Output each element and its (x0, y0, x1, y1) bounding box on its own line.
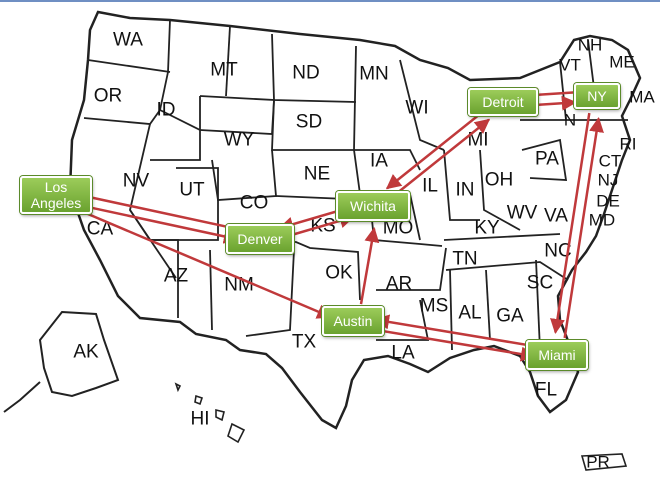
state-label-or: OR (94, 86, 123, 107)
alaska-outline (3, 310, 120, 413)
city-box-denver: Denver (226, 224, 294, 254)
state-label-co: CO (240, 193, 269, 214)
city-box-miami: Miami (526, 340, 588, 370)
state-label-hi: HI (191, 409, 210, 430)
state-label-ca: CA (87, 219, 114, 240)
route-arrow-los-angeles-to-austin (70, 205, 333, 319)
top-rule (0, 0, 660, 2)
state-label-mn: MN (359, 64, 389, 85)
state-label-mi: MI (467, 130, 488, 151)
state-label-nd: ND (292, 63, 319, 84)
route-arrow-los-angeles-to-denver (72, 202, 239, 244)
state-label-id: ID (157, 100, 176, 121)
state-label-md: MD (589, 211, 615, 230)
state-label-ut: UT (179, 180, 205, 201)
route-arrow-wichita-to-detroit (389, 118, 491, 200)
state-label-wi: WI (405, 98, 428, 119)
state-label-nh: NH (578, 36, 603, 55)
city-label-wichita: Wichita (350, 198, 396, 214)
state-label-sc: SC (527, 273, 553, 294)
state-label-fl: FL (535, 380, 557, 401)
route-arrow-austin-to-miami (369, 327, 536, 362)
route-arrow-ny-to-miami (550, 112, 591, 334)
state-label-in: IN (456, 180, 475, 201)
state-label-pr: PR (586, 453, 610, 472)
city-box-los-angeles: Los Angeles (20, 176, 92, 214)
state-label-nc: NC (544, 241, 571, 262)
state-label-ky: KY (474, 218, 500, 239)
state-label-ok: OK (325, 263, 353, 284)
state-label-ga: GA (496, 306, 524, 327)
state-label-wa: WA (113, 30, 143, 51)
city-box-austin: Austin (322, 306, 384, 336)
city-label-ny: NY (587, 88, 607, 104)
state-label-nj: NJ (598, 171, 619, 190)
state-label-pa: PA (535, 149, 559, 170)
state-label-oh: OH (485, 170, 514, 191)
city-label-denver: Denver (237, 231, 283, 247)
route-arrow-denver-to-los-angeles (77, 190, 244, 232)
route-arrow-miami-to-austin (374, 314, 541, 349)
state-label-ri: RI (620, 135, 637, 154)
state-label-wy: WY (224, 130, 255, 151)
state-label-ny: N (564, 111, 576, 130)
route-arrow-miami-to-ny (563, 117, 604, 339)
state-label-al: AL (458, 303, 481, 324)
state-label-tx: TX (292, 332, 317, 353)
city-label-los-angeles: Los Angeles (30, 179, 82, 211)
state-label-mo: MO (383, 218, 414, 239)
state-label-mt: MT (210, 60, 238, 81)
state-label-vt: VT (559, 56, 581, 75)
state-label-ak: AK (73, 342, 99, 363)
hawaii-islands (174, 382, 246, 444)
city-label-austin: Austin (333, 313, 373, 329)
state-labels: WA OR CA NV ID MT WY UT AZ CO NM ND SD N… (73, 30, 655, 472)
state-label-nv: NV (123, 171, 150, 192)
state-label-wv: WV (507, 203, 538, 224)
state-label-ia: IA (370, 151, 388, 172)
puerto-rico-outline (580, 453, 628, 471)
state-label-il: IL (422, 176, 438, 197)
state-label-ct: CT (599, 152, 622, 171)
route-arrow-detroit-to-wichita (385, 108, 487, 190)
state-label-tn: TN (452, 249, 477, 270)
state-label-de: DE (596, 192, 620, 211)
state-label-sd: SD (296, 112, 322, 133)
city-box-wichita: Wichita (336, 191, 410, 221)
state-label-az: AZ (164, 266, 189, 287)
state-label-ne: NE (304, 164, 330, 185)
city-label-detroit: Detroit (482, 94, 524, 110)
state-label-me: ME (609, 53, 635, 72)
city-box-ny: NY (574, 83, 620, 109)
state-label-nm: NM (224, 275, 254, 296)
route-arrow-austin-to-wichita (359, 227, 380, 305)
city-box-detroit: Detroit (468, 88, 538, 116)
state-label-ar: AR (386, 274, 412, 295)
city-label-miami: Miami (538, 347, 576, 363)
state-label-ma: MA (629, 88, 655, 107)
state-label-la: LA (391, 343, 415, 364)
state-label-va: VA (544, 206, 568, 227)
state-label-ms: MS (420, 296, 449, 317)
